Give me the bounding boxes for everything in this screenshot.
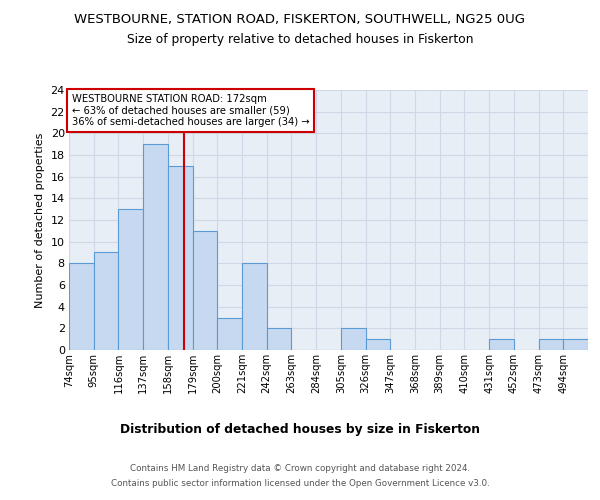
Bar	[489, 339, 514, 350]
Text: Contains public sector information licensed under the Open Government Licence v3: Contains public sector information licen…	[110, 479, 490, 488]
Bar	[168, 166, 193, 350]
Bar	[267, 328, 292, 350]
Text: Size of property relative to detached houses in Fiskerton: Size of property relative to detached ho…	[127, 32, 473, 46]
Y-axis label: Number of detached properties: Number of detached properties	[35, 132, 45, 308]
Bar	[94, 252, 118, 350]
Bar	[193, 231, 217, 350]
Bar	[69, 264, 94, 350]
Bar	[217, 318, 242, 350]
Bar	[242, 264, 267, 350]
Bar	[365, 339, 390, 350]
Bar	[341, 328, 365, 350]
Bar	[563, 339, 588, 350]
Bar	[143, 144, 168, 350]
Bar	[118, 209, 143, 350]
Text: Distribution of detached houses by size in Fiskerton: Distribution of detached houses by size …	[120, 422, 480, 436]
Text: WESTBOURNE STATION ROAD: 172sqm
← 63% of detached houses are smaller (59)
36% of: WESTBOURNE STATION ROAD: 172sqm ← 63% of…	[71, 94, 309, 127]
Bar	[539, 339, 563, 350]
Text: Contains HM Land Registry data © Crown copyright and database right 2024.: Contains HM Land Registry data © Crown c…	[130, 464, 470, 473]
Text: WESTBOURNE, STATION ROAD, FISKERTON, SOUTHWELL, NG25 0UG: WESTBOURNE, STATION ROAD, FISKERTON, SOU…	[74, 12, 526, 26]
